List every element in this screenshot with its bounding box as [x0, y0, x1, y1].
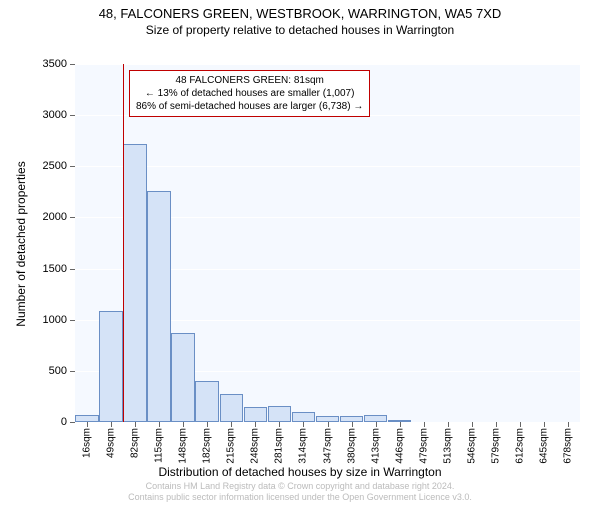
y-tick — [70, 166, 75, 167]
bar — [147, 191, 171, 422]
x-tick-label: 115sqm — [154, 428, 165, 463]
annotation-line2: ← 13% of detached houses are smaller (1,… — [136, 87, 363, 100]
y-tick-label: 2500 — [43, 160, 67, 172]
y-tick-label: 3500 — [43, 58, 67, 70]
x-tick-label: 612sqm — [514, 428, 525, 464]
x-tick-label: 380sqm — [346, 428, 357, 464]
x-tick — [303, 422, 304, 427]
bar — [292, 412, 316, 422]
y-axis-title: Number of detached properties — [14, 161, 28, 326]
x-tick — [352, 422, 353, 427]
bar — [268, 406, 292, 422]
y-tick — [70, 371, 75, 372]
x-tick-label: 413sqm — [370, 428, 381, 464]
x-tick-label: 645sqm — [538, 428, 549, 464]
y-tick-label: 1000 — [43, 314, 67, 326]
x-tick-label: 281sqm — [274, 428, 285, 464]
bar — [195, 381, 219, 422]
x-tick — [496, 422, 497, 427]
bar — [171, 333, 195, 422]
x-tick — [400, 422, 401, 427]
x-tick — [376, 422, 377, 427]
gridline — [75, 166, 580, 167]
x-axis-title: Distribution of detached houses by size … — [0, 465, 600, 479]
x-tick — [568, 422, 569, 427]
x-tick — [472, 422, 473, 427]
bar — [123, 144, 147, 422]
x-tick-label: 16sqm — [82, 428, 93, 458]
x-tick-label: 446sqm — [394, 428, 405, 464]
footer-line1: Contains HM Land Registry data © Crown c… — [0, 481, 600, 492]
bar — [244, 407, 268, 422]
y-tick-label: 3000 — [43, 109, 67, 121]
x-tick-label: 678sqm — [562, 428, 573, 464]
gridline — [75, 64, 580, 65]
bar — [364, 415, 388, 422]
x-tick — [207, 422, 208, 427]
y-tick-label: 2000 — [43, 211, 67, 223]
x-tick — [183, 422, 184, 427]
x-tick-label: 82sqm — [130, 428, 141, 458]
x-tick — [279, 422, 280, 427]
x-tick — [424, 422, 425, 427]
x-tick-label: 49sqm — [106, 428, 117, 458]
footer-line2: Contains public sector information licen… — [0, 492, 600, 503]
y-tick — [70, 64, 75, 65]
y-tick-label: 0 — [61, 416, 67, 428]
x-tick-label: 546sqm — [466, 428, 477, 464]
annotation-line1: 48 FALCONERS GREEN: 81sqm — [136, 74, 363, 87]
x-tick — [159, 422, 160, 427]
x-tick-label: 314sqm — [298, 428, 309, 464]
annotation-line3: 86% of semi-detached houses are larger (… — [136, 100, 363, 113]
y-tick — [70, 422, 75, 423]
annotation-box: 48 FALCONERS GREEN: 81sqm ← 13% of detac… — [129, 70, 370, 117]
y-tick-label: 1500 — [43, 263, 67, 275]
x-tick — [448, 422, 449, 427]
chart-subtitle: Size of property relative to detached ho… — [0, 23, 600, 37]
x-tick-label: 148sqm — [178, 428, 189, 464]
chart-title: 48, FALCONERS GREEN, WESTBROOK, WARRINGT… — [0, 6, 600, 21]
bar — [75, 415, 99, 422]
y-tick — [70, 115, 75, 116]
x-tick — [135, 422, 136, 427]
y-tick-label: 500 — [49, 365, 67, 377]
bar — [220, 394, 244, 422]
y-tick — [70, 320, 75, 321]
y-tick — [70, 217, 75, 218]
x-tick-label: 579sqm — [490, 428, 501, 464]
x-tick — [328, 422, 329, 427]
x-tick-label: 215sqm — [226, 428, 237, 464]
x-tick-label: 248sqm — [250, 428, 261, 464]
x-tick-label: 182sqm — [202, 428, 213, 464]
bar — [99, 311, 123, 422]
x-tick — [87, 422, 88, 427]
x-tick — [231, 422, 232, 427]
x-tick-label: 347sqm — [322, 428, 333, 464]
x-tick — [520, 422, 521, 427]
x-tick-label: 513sqm — [442, 428, 453, 464]
x-tick — [544, 422, 545, 427]
y-tick — [70, 269, 75, 270]
x-tick — [255, 422, 256, 427]
x-tick-label: 479sqm — [418, 428, 429, 464]
x-tick — [111, 422, 112, 427]
plot-area: 050010001500200025003000350016sqm49sqm82… — [75, 64, 580, 422]
reference-line — [123, 64, 124, 422]
